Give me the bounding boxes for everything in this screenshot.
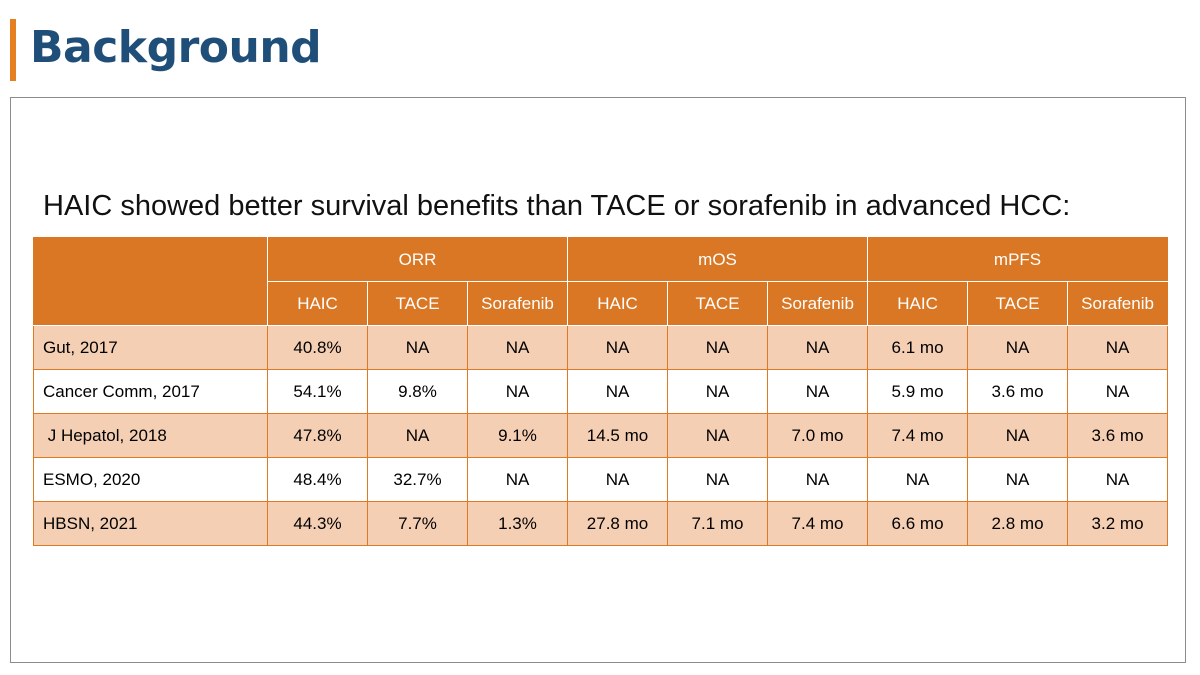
column-header: TACE: [967, 281, 1069, 326]
header-row-treatments: HAIC TACE Sorafenib HAIC TACE Sorafenib …: [34, 281, 1169, 326]
value-cell: NA: [1067, 457, 1169, 502]
value-cell: NA: [466, 325, 569, 370]
value-cell: 9.8%: [367, 369, 468, 414]
table-row: HBSN, 2021 44.3% 7.7% 1.3% 27.8 mo 7.1 m…: [33, 501, 1169, 546]
table-header: ORR mOS mPFS HAIC TACE Sorafenib HAIC TA…: [33, 237, 1169, 326]
value-cell: 1.3%: [466, 501, 569, 546]
column-header: HAIC: [867, 281, 969, 326]
value-cell: 5.9 mo: [867, 369, 969, 414]
study-cell: Gut, 2017: [33, 325, 268, 370]
value-cell: 3.6 mo: [1067, 413, 1169, 458]
column-header: HAIC: [567, 281, 669, 326]
group-header-mos: mOS: [567, 237, 869, 282]
column-header: Sorafenib: [767, 281, 869, 326]
value-cell: 3.6 mo: [967, 369, 1069, 414]
comparison-table: ORR mOS mPFS HAIC TACE Sorafenib HAIC TA…: [33, 237, 1169, 546]
value-cell: NA: [967, 457, 1069, 502]
value-cell: NA: [767, 457, 869, 502]
value-cell: NA: [767, 369, 869, 414]
value-cell: 7.4 mo: [867, 413, 969, 458]
value-cell: 32.7%: [367, 457, 468, 502]
value-cell: NA: [667, 325, 769, 370]
study-cell: J Hepatol, 2018: [33, 413, 268, 458]
value-cell: 6.6 mo: [867, 501, 969, 546]
value-cell: 40.8%: [267, 325, 368, 370]
value-cell: 7.0 mo: [767, 413, 869, 458]
table-body: Gut, 2017 40.8% NA NA NA NA NA 6.1 mo NA…: [33, 325, 1169, 546]
value-cell: NA: [1067, 369, 1169, 414]
table-row: Cancer Comm, 2017 54.1% 9.8% NA NA NA NA…: [33, 369, 1169, 414]
value-cell: NA: [667, 457, 769, 502]
value-cell: NA: [967, 325, 1069, 370]
study-cell: ESMO, 2020: [33, 457, 268, 502]
value-cell: 47.8%: [267, 413, 368, 458]
value-cell: 7.7%: [367, 501, 468, 546]
value-cell: 54.1%: [267, 369, 368, 414]
value-cell: 2.8 mo: [967, 501, 1069, 546]
value-cell: 3.2 mo: [1067, 501, 1169, 546]
column-header: Sorafenib: [1067, 281, 1169, 326]
slide-title: Background: [30, 22, 322, 73]
value-cell: NA: [867, 457, 969, 502]
value-cell: NA: [667, 369, 769, 414]
column-header: Sorafenib: [466, 281, 569, 326]
table-row: ESMO, 2020 48.4% 32.7% NA NA NA NA NA NA…: [33, 457, 1169, 502]
value-cell: 7.4 mo: [767, 501, 869, 546]
value-cell: 9.1%: [466, 413, 569, 458]
value-cell: 14.5 mo: [567, 413, 669, 458]
value-cell: NA: [767, 325, 869, 370]
column-header: HAIC: [267, 281, 368, 326]
content-frame: [10, 97, 1186, 663]
value-cell: 6.1 mo: [867, 325, 969, 370]
group-header-mpfs: mPFS: [867, 237, 1169, 282]
value-cell: NA: [466, 369, 569, 414]
value-cell: NA: [367, 325, 468, 370]
slide-subtitle: HAIC showed better survival benefits tha…: [43, 190, 1071, 222]
study-cell: HBSN, 2021: [33, 501, 268, 546]
column-header: TACE: [367, 281, 468, 326]
value-cell: NA: [567, 369, 669, 414]
value-cell: 27.8 mo: [567, 501, 669, 546]
table-row: J Hepatol, 2018 47.8% NA 9.1% 14.5 mo NA…: [33, 413, 1169, 458]
value-cell: NA: [967, 413, 1069, 458]
value-cell: NA: [567, 457, 669, 502]
value-cell: NA: [567, 325, 669, 370]
group-header-orr: ORR: [266, 237, 569, 282]
value-cell: 48.4%: [267, 457, 368, 502]
value-cell: 7.1 mo: [667, 501, 769, 546]
header-corner-cell: [33, 237, 268, 326]
value-cell: 44.3%: [267, 501, 368, 546]
header-row-groups: ORR mOS mPFS: [33, 237, 1169, 326]
value-cell: NA: [1067, 325, 1169, 370]
value-cell: NA: [367, 413, 468, 458]
title-accent-bar: [10, 19, 16, 81]
value-cell: NA: [466, 457, 569, 502]
column-header: TACE: [667, 281, 769, 326]
study-cell: Cancer Comm, 2017: [33, 369, 268, 414]
value-cell: NA: [667, 413, 769, 458]
table-row: Gut, 2017 40.8% NA NA NA NA NA 6.1 mo NA…: [33, 325, 1169, 370]
